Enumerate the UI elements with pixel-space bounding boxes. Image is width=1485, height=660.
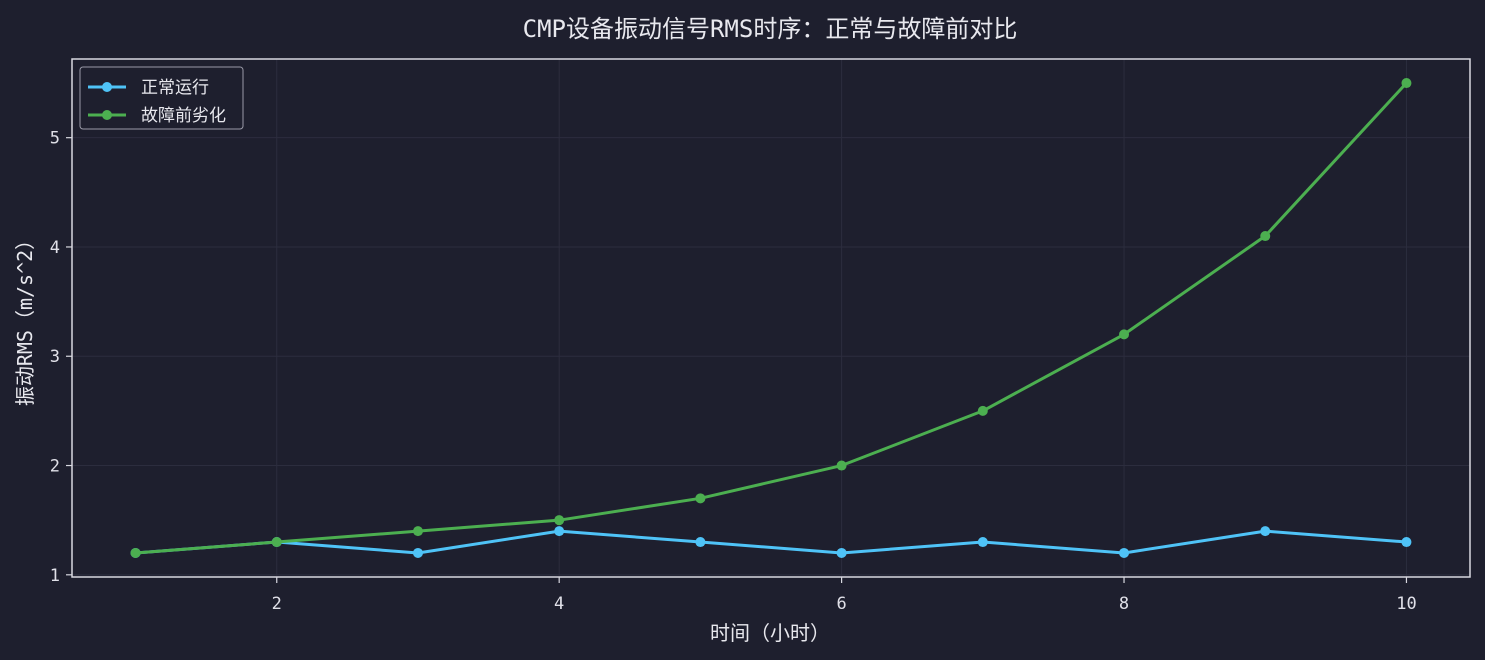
data-point: [271, 537, 282, 548]
data-point: [1119, 329, 1130, 340]
data-point: [412, 526, 423, 537]
data-point: [977, 537, 988, 548]
data-point: [977, 405, 988, 416]
series-2: [130, 78, 1412, 558]
x-tick-label: 10: [1396, 594, 1416, 614]
legend-marker: [102, 110, 112, 120]
x-tick-label: 6: [836, 594, 846, 614]
y-axis-label: 振动RMS（m/s^2）: [13, 230, 37, 406]
data-point: [1119, 547, 1130, 558]
data-point: [695, 537, 706, 548]
chart-title: CMP设备振动信号RMS时序：正常与故障前对比: [523, 15, 1018, 43]
y-tick-label: 4: [50, 238, 60, 258]
legend-item: 故障前劣化: [88, 106, 226, 126]
data-point: [836, 547, 847, 558]
legend-label: 故障前劣化: [141, 106, 226, 126]
legend-label: 正常运行: [141, 78, 209, 98]
legend-marker: [102, 82, 112, 92]
x-axis-label: 时间（小时）: [710, 621, 830, 645]
data-point: [130, 547, 141, 558]
series-layer: [130, 78, 1412, 558]
x-tick-label: 8: [1119, 594, 1129, 614]
y-tick-label: 3: [50, 347, 60, 367]
grid: [72, 59, 1470, 577]
series-line: [135, 82, 1408, 555]
x-tick-label: 2: [272, 594, 282, 614]
data-point: [1401, 78, 1412, 89]
data-point: [1260, 526, 1271, 537]
data-point: [836, 460, 847, 471]
x-tick-label: 4: [554, 594, 564, 614]
y-tick-label: 1: [50, 566, 60, 586]
y-tick-label: 2: [50, 457, 60, 477]
data-point: [1260, 231, 1271, 242]
plot-frame: [71, 58, 1471, 578]
data-point: [554, 526, 565, 537]
legend-item: 正常运行: [88, 78, 209, 98]
data-point: [412, 547, 423, 558]
data-point: [1401, 537, 1412, 548]
series-line: [135, 529, 1407, 555]
data-point: [554, 515, 565, 526]
series-1: [130, 526, 1412, 558]
data-point: [695, 493, 706, 504]
y-tick-label: 5: [50, 129, 60, 149]
